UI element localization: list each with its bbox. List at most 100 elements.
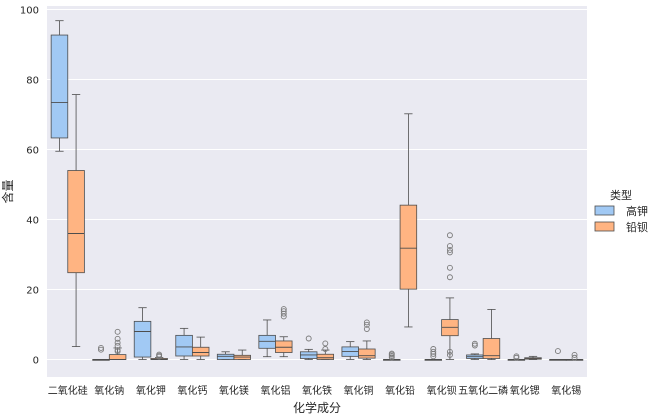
x-axis-label: 化学成分 — [293, 400, 341, 415]
outlier-point — [114, 339, 121, 346]
outlier-point — [446, 348, 453, 355]
y-tick-label: 100 — [20, 6, 39, 17]
legend-swatch-qianbei — [594, 221, 615, 232]
box-iqr — [275, 340, 293, 353]
box-qianbei — [191, 336, 210, 360]
x-tick-label: 氧化铜 — [344, 384, 374, 397]
box-qianbei — [358, 319, 376, 360]
x-tick-label: 氧化铁 — [302, 384, 332, 397]
y-tick-label: 0 — [33, 356, 39, 367]
box-gaojia — [175, 327, 193, 360]
box-iqr — [133, 320, 152, 358]
box-iqr — [316, 353, 335, 360]
outlier-point — [513, 353, 520, 360]
outlier-point — [430, 346, 437, 352]
x-tick-label: 氧化铅 — [385, 384, 415, 397]
box-iqr — [50, 34, 69, 139]
x-tick-label: 五氧化二磷 — [458, 384, 508, 397]
box-iqr — [258, 334, 276, 349]
box-qianbei — [67, 94, 85, 347]
outlier-point — [446, 232, 453, 239]
box-iqr — [358, 348, 376, 359]
box-gaojia — [258, 319, 276, 358]
x-tick-label: 氧化锡 — [551, 384, 581, 397]
outlier-point — [98, 346, 104, 353]
outlier-point — [280, 306, 287, 313]
y-gridlines — [47, 9, 587, 360]
box-gaojia — [383, 350, 401, 361]
box-qianbei — [399, 113, 418, 328]
box-iqr — [191, 346, 210, 357]
outlier-point — [388, 350, 395, 357]
legend-label-gaojia: 高钾 — [626, 204, 648, 218]
legend-swatch-gaojia — [594, 205, 615, 216]
y-tick-label: 80 — [26, 76, 39, 87]
legend: 类型 高钾 铅钡 — [594, 188, 648, 234]
outlier-point — [363, 319, 370, 326]
x-tick-label: 氧化镁 — [219, 384, 249, 397]
outlier-point — [446, 246, 453, 253]
x-tick-label: 氧化铝 — [260, 384, 290, 397]
outlier-point — [446, 274, 453, 281]
outlier-point — [114, 328, 121, 335]
x-tick-label: 氧化钠 — [94, 384, 124, 397]
box-qianbei — [275, 306, 293, 358]
outlier-point — [114, 347, 121, 353]
outlier-point — [322, 340, 329, 347]
box-gaojia — [507, 353, 526, 361]
outlier-point — [98, 345, 104, 351]
legend-label-qianbei: 铅钡 — [626, 220, 648, 234]
box-iqr — [399, 204, 418, 290]
box-gaojia — [133, 307, 152, 360]
y-axis-label: 含量 — [0, 179, 15, 203]
outlier-point — [280, 308, 287, 315]
outlier-point — [363, 321, 370, 328]
box-gaojia — [299, 335, 318, 360]
x-axis-ticks: 二氧化硅 氧化钠 氧化钾 氧化钙 氧化镁 氧化铝 氧化铁 氧化铜 氧化铅 氧化钡 五氧化二磷 氧化锶氧… — [48, 384, 581, 397]
outlier-point — [156, 351, 163, 358]
outlier-point — [471, 340, 478, 347]
box-qianbei — [565, 352, 584, 361]
box-qianbei — [150, 351, 168, 360]
box-iqr — [67, 170, 85, 274]
box-qianbei — [316, 340, 335, 360]
outlier-point — [446, 249, 453, 256]
outlier-point — [114, 342, 121, 349]
x-tick-label: 二氧化硅 — [48, 384, 88, 397]
outlier-point — [280, 310, 287, 317]
outlier-point — [446, 264, 453, 271]
outlier-point — [446, 243, 453, 250]
box-qianbei — [482, 309, 501, 360]
x-tick-label: 氧化锶 — [510, 384, 540, 397]
box-gaojia — [50, 20, 69, 152]
y-axis-ticks: 0 20 40 60 80 100 — [20, 6, 39, 367]
box-gaojia — [549, 348, 567, 361]
outlier-point — [571, 354, 578, 361]
outlier-point — [363, 326, 370, 332]
box-series — [50, 20, 584, 361]
outlier-point — [471, 342, 478, 349]
legend-title: 类型 — [610, 188, 632, 202]
box-qianbei — [441, 232, 459, 360]
y-tick-label: 60 — [26, 146, 39, 157]
y-tick-label: 40 — [26, 216, 39, 227]
box-iqr — [175, 334, 193, 357]
outlier-point — [322, 346, 329, 352]
outlier-point — [430, 348, 437, 355]
box-qianbei — [108, 328, 127, 360]
y-tick-label: 20 — [26, 286, 39, 297]
outlier-point — [446, 352, 453, 358]
box-iqr — [482, 338, 501, 359]
plot-area — [47, 6, 587, 377]
box-gaojia — [424, 346, 443, 361]
box-qianbei — [233, 349, 251, 360]
box-qianbei — [524, 355, 542, 360]
x-tick-label: 氧化钡 — [427, 384, 457, 397]
box-iqr — [216, 353, 235, 360]
box-iqr — [108, 354, 127, 360]
outlier-point — [114, 335, 121, 342]
x-tick-label: 氧化钾 — [136, 384, 166, 397]
outlier-point — [305, 335, 312, 342]
outlier-point — [571, 352, 578, 358]
